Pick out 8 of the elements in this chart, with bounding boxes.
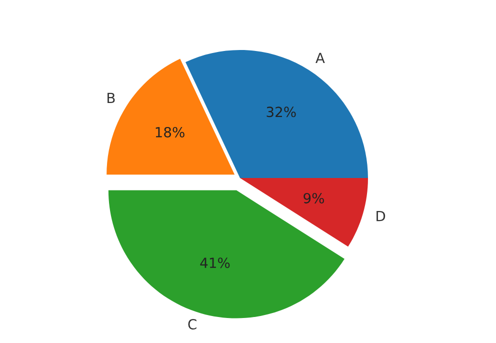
data-label: 9% <box>304 192 324 204</box>
data-label: 41% <box>200 258 230 268</box>
data-label: 18% <box>156 126 184 138</box>
data-label: 32% <box>266 106 296 118</box>
slice-label: C <box>188 319 196 330</box>
slice-label: B <box>108 92 115 103</box>
slice-label: D <box>376 210 386 222</box>
slice-label: A <box>316 52 325 63</box>
